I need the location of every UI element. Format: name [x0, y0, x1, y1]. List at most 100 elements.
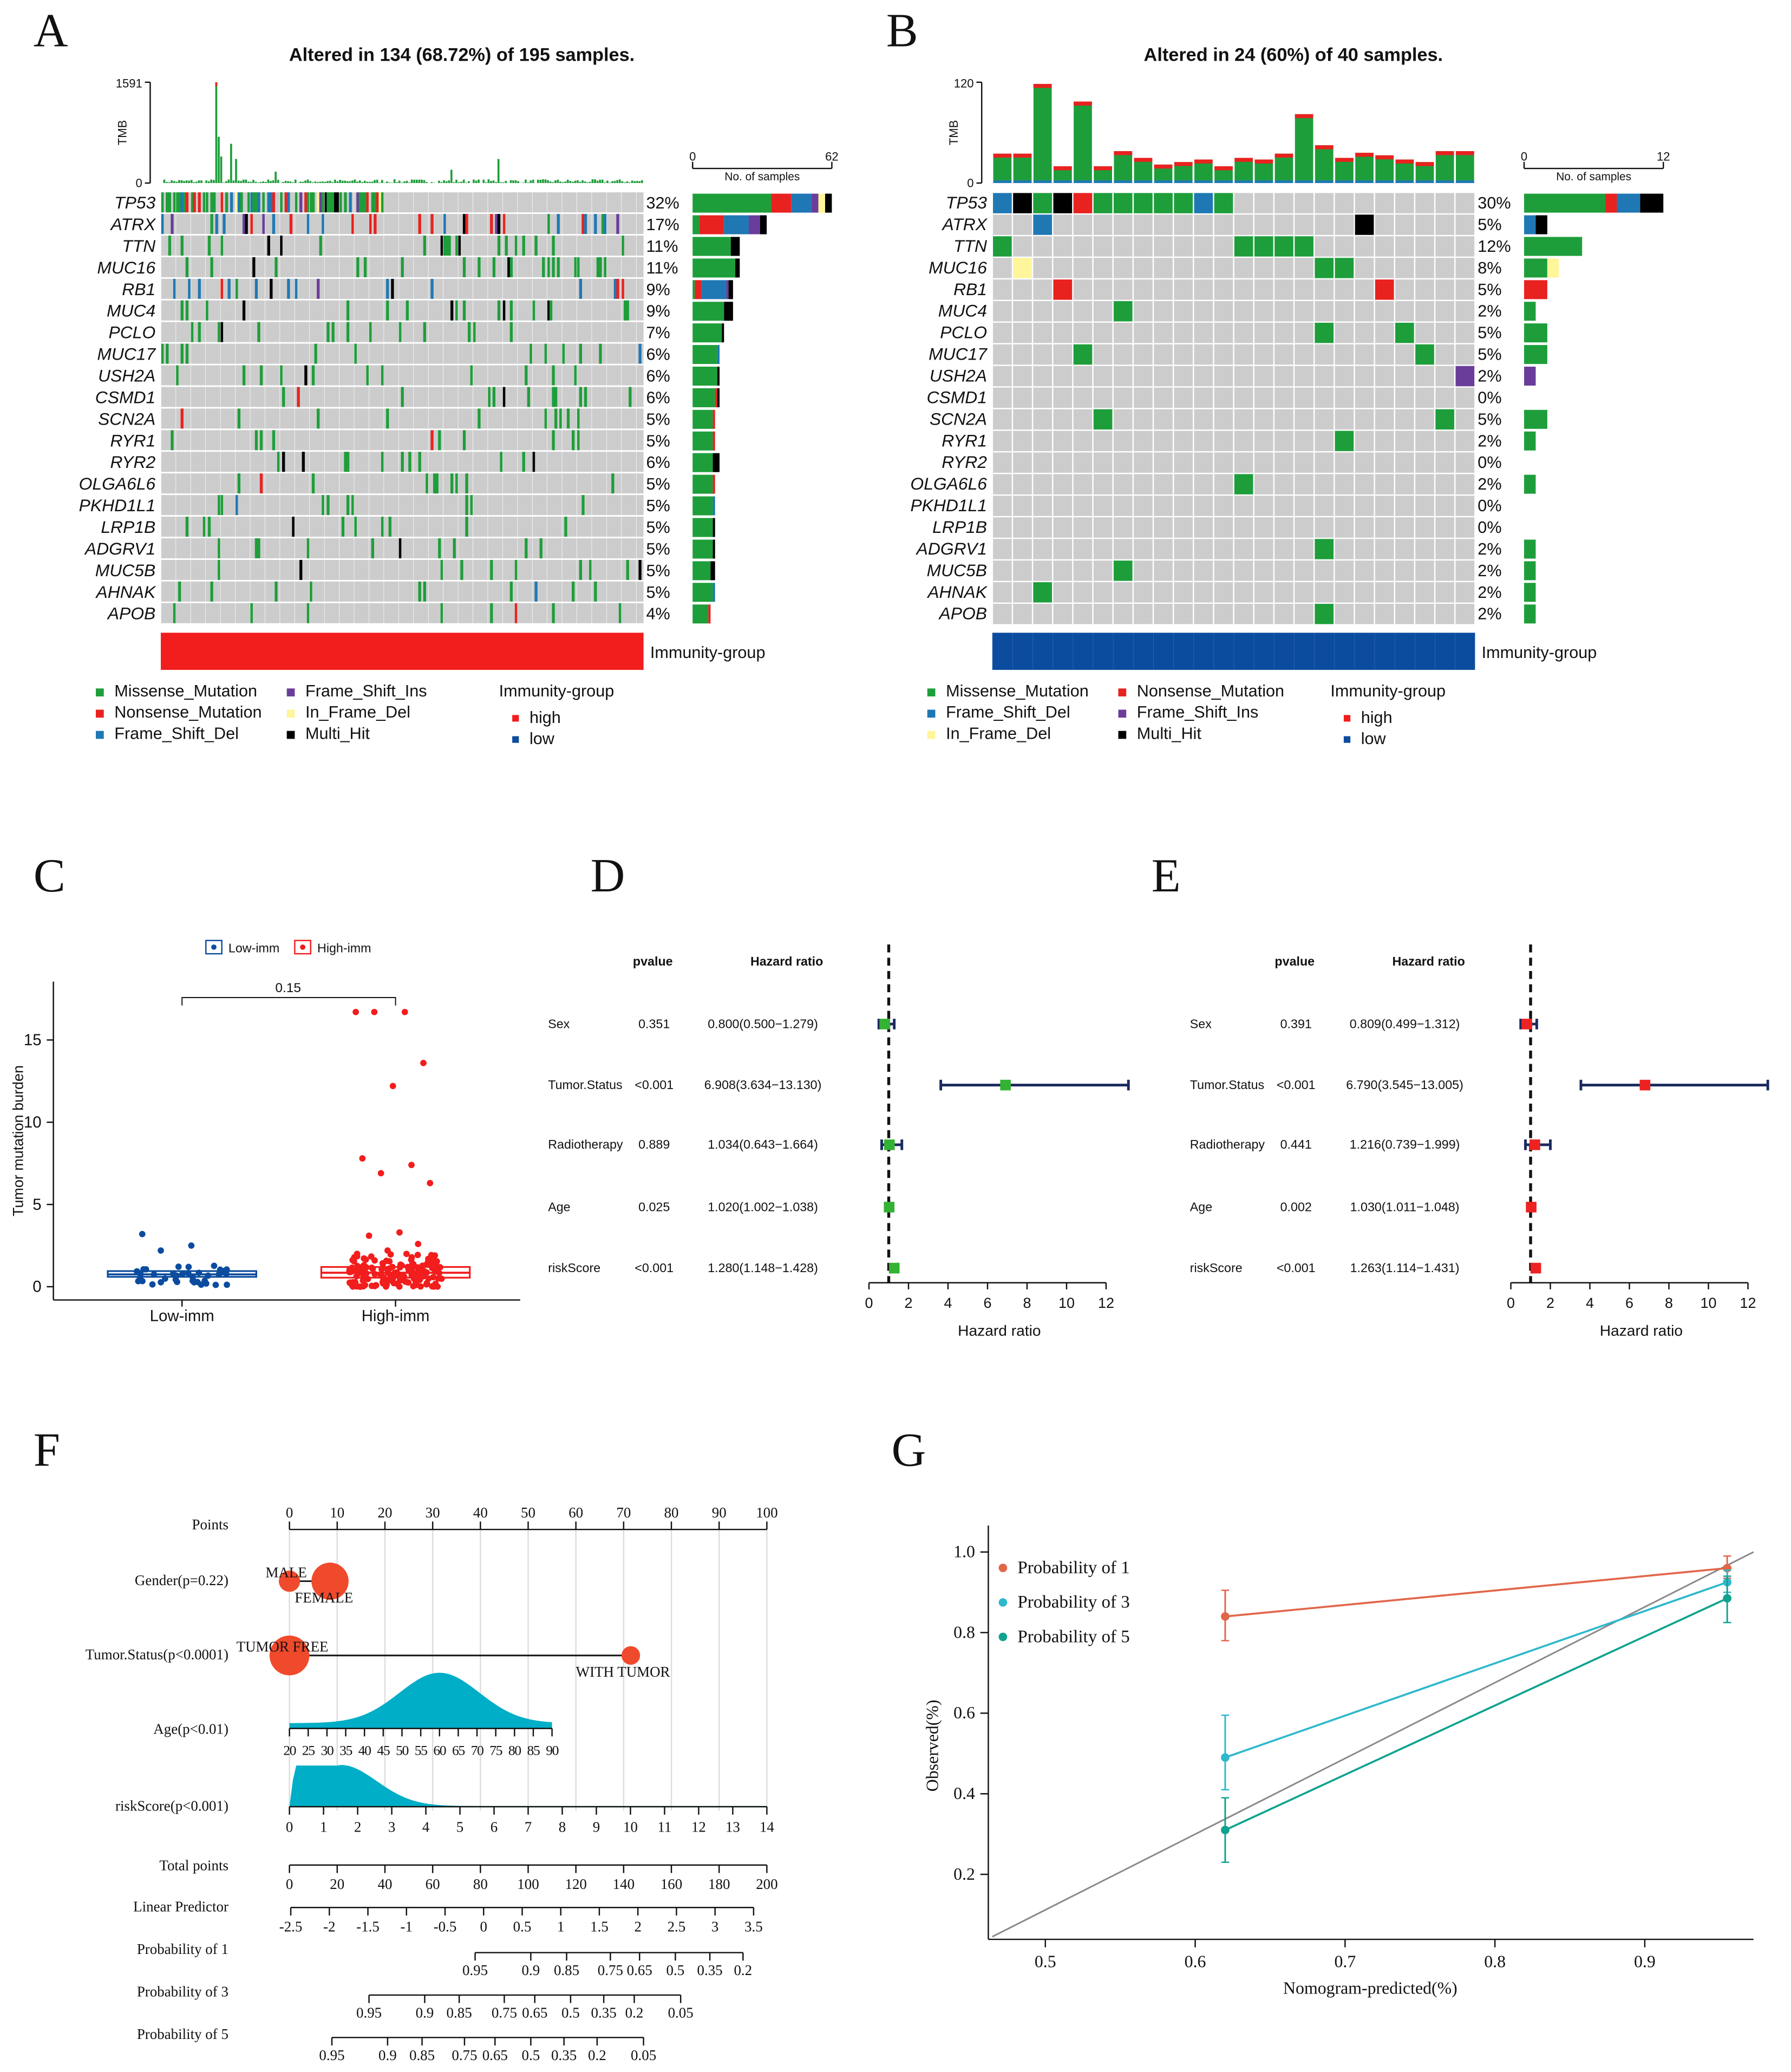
empty-cell [1214, 561, 1233, 581]
tmb-bar [618, 179, 621, 184]
sample-count-bar [713, 583, 715, 602]
tick-label: 0.75 [452, 2047, 477, 2063]
column-divider [561, 322, 563, 342]
mutation-cell [438, 538, 441, 558]
data-point [433, 1258, 440, 1265]
empty-cell [1214, 517, 1233, 538]
mutation-cell [462, 300, 466, 321]
mutation-cell [311, 365, 315, 386]
empty-cell [1315, 344, 1334, 365]
tmb-bar [626, 181, 629, 184]
mutation-cell [306, 603, 310, 623]
mutation-cell [544, 343, 548, 364]
tmb-bar-base [1455, 180, 1474, 184]
row-pvalue: 0.351 [638, 1017, 670, 1031]
empty-cell [1073, 214, 1093, 235]
tmb-bar [633, 181, 636, 184]
gene-label: MUC5B [95, 561, 155, 580]
column-divider [205, 559, 206, 580]
tick-label: 1.5 [590, 1918, 609, 1934]
empty-cell [1335, 517, 1354, 538]
column-divider [235, 387, 236, 407]
empty-cell [1073, 236, 1093, 257]
empty-cell [1033, 603, 1053, 624]
tmb-bar [254, 181, 257, 184]
column-divider [205, 538, 206, 558]
column-divider [398, 452, 399, 472]
row-label: Age [548, 1200, 570, 1214]
empty-cell [993, 582, 1012, 603]
column-divider [324, 343, 325, 364]
empty-cell [1013, 452, 1032, 473]
mutation-cell [490, 603, 493, 623]
tmb-bar [616, 180, 618, 184]
gene-label: MUC17 [929, 344, 988, 364]
column-divider [636, 430, 637, 451]
data-point [417, 1283, 424, 1290]
data-point [380, 1280, 387, 1287]
sample-count-bar [695, 280, 702, 299]
empty-cell [1013, 236, 1032, 257]
tmb-bar [406, 180, 408, 184]
oncoprint-row: PKHD1L1 0% [910, 496, 1502, 516]
tmb-bar [532, 179, 534, 184]
mutation-cell [374, 192, 377, 213]
sample-count-bar [1524, 561, 1536, 581]
column-divider [324, 214, 325, 234]
tmb-bar [1455, 151, 1474, 184]
tmb-bar [601, 179, 604, 184]
sample-count-bar [692, 474, 713, 494]
data-point [408, 1272, 415, 1279]
tmb-bar-cap [1295, 114, 1313, 119]
oncoprint-row: PCLO 5% [940, 323, 1547, 343]
gene-label: RYR1 [942, 431, 987, 450]
mutation-cell [527, 387, 531, 407]
mutation-cell [202, 192, 206, 213]
tmb-bar-base [1274, 180, 1293, 184]
mutation-cell [259, 365, 263, 386]
mutation-cell [418, 581, 421, 602]
empty-cell [1214, 452, 1233, 473]
series-line [1225, 1581, 1728, 1759]
column-divider [428, 387, 429, 407]
tmb-bar [299, 181, 302, 184]
sample-count-bar [730, 237, 740, 256]
empty-cell [993, 452, 1012, 473]
empty-cell [1053, 561, 1073, 581]
sample-count-bar [692, 388, 715, 407]
empty-cell [1254, 409, 1273, 430]
mutation-cell [272, 214, 276, 234]
empty-cell [1254, 387, 1273, 408]
level-label: WITH TUMOR [576, 1664, 670, 1680]
mutation-cell [210, 581, 213, 602]
empty-cell [1355, 561, 1374, 581]
mutation-cell [426, 473, 429, 494]
column-divider [205, 408, 206, 429]
tmb-bar [478, 179, 480, 184]
empty-cell [1295, 387, 1313, 408]
sample-count-bar [692, 409, 713, 429]
empty-cell [1375, 366, 1394, 387]
empty-cell [1355, 517, 1374, 538]
empty-cell [1113, 279, 1133, 300]
oncoprint-row: TP53 30% [946, 193, 1664, 213]
tmb-bar [262, 181, 265, 184]
empty-cell [1234, 582, 1253, 603]
data-point [135, 1278, 142, 1285]
mutation-cell [611, 473, 615, 494]
empty-cell [1435, 387, 1455, 408]
empty-cell [1335, 474, 1354, 494]
column-divider [532, 517, 533, 537]
mutation-cell [319, 236, 322, 256]
empty-cell [1274, 517, 1293, 538]
data-point [158, 1279, 165, 1286]
column-divider [220, 387, 221, 407]
row-label-p3: Probability of 3 [137, 1983, 228, 1999]
tmb-bar-cap [1375, 155, 1394, 160]
tmb-bar [317, 182, 319, 184]
tmb-bar [163, 179, 166, 184]
column-divider [309, 452, 310, 472]
gene-label: PKHD1L1 [79, 496, 156, 515]
tmb-bar [584, 181, 586, 184]
column-divider [279, 408, 280, 429]
